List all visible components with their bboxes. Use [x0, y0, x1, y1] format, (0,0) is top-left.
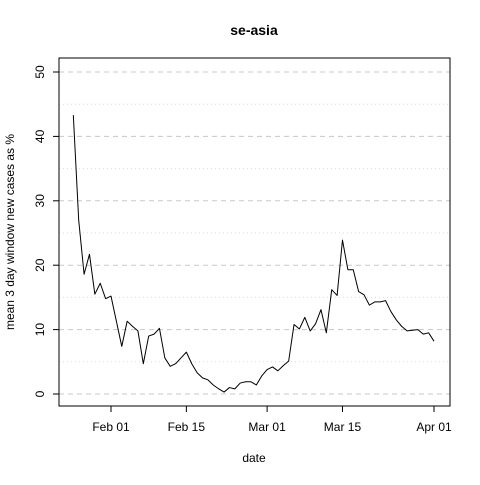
chart-title: se-asia — [230, 22, 278, 38]
y-axis-title: mean 3 day window new cases as % — [3, 134, 17, 330]
x-axis-title: date — [242, 451, 266, 465]
x-tick-label: Mar 15 — [324, 420, 362, 434]
x-tick-label: Apr 01 — [416, 420, 452, 434]
y-tick-label: 10 — [33, 323, 47, 337]
y-tick-label: 30 — [33, 194, 47, 208]
series-line — [72, 115, 435, 393]
y-tick-label: 50 — [33, 65, 47, 79]
x-tick-label: Feb 15 — [168, 420, 206, 434]
y-tick-label: 40 — [33, 129, 47, 143]
y-tick-label: 0 — [33, 390, 47, 397]
plot-frame — [58, 57, 451, 407]
grid-lines — [59, 71, 450, 395]
y-tick-label: 20 — [33, 258, 47, 272]
axes: 0 10 20 30 40 50 Feb 01 Feb 15 Mar 01 Mar 15 Apr 0… — [33, 65, 452, 434]
x-tick-label: Mar 01 — [248, 420, 286, 434]
series-layer — [72, 115, 435, 393]
x-tick-label: Feb 01 — [92, 420, 130, 434]
